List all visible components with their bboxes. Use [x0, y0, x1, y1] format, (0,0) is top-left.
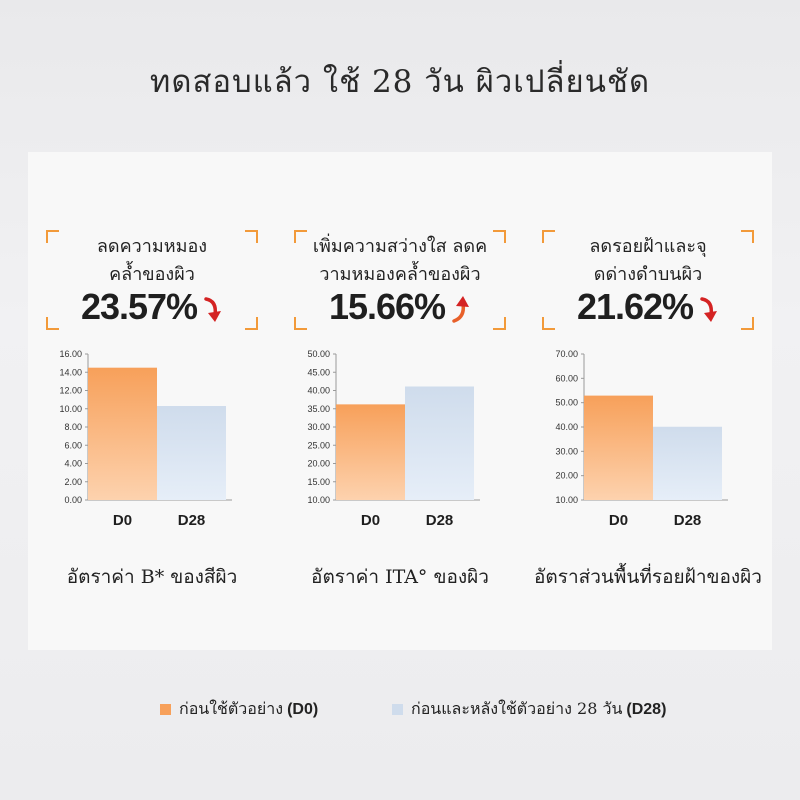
card-melasma-ratio: ลดรอยฝ้าและจุ ดด่างดำบนผิว 21.62% 10.00 2…: [524, 152, 772, 650]
bar-d28: [157, 406, 226, 500]
card-ita-value: เพิ่มความสว่างใส ลดค วามหมองคล้ำของผิว 1…: [276, 152, 524, 650]
highlight-line-1: ลดความหมอง: [96, 236, 208, 257]
x-tick-label: D28: [426, 512, 454, 529]
y-tick-label: 10.00: [555, 495, 578, 505]
page-title: ทดสอบแล้ว ใช้ 28 วัน ผิวเปลี่ยนชัด: [149, 64, 651, 100]
corner-bracket: [294, 317, 307, 330]
y-tick-label: 8.00: [64, 422, 82, 432]
y-tick-label: 70.00: [555, 349, 578, 359]
y-tick-label: 30.00: [307, 422, 330, 432]
corner-bracket: [245, 317, 258, 330]
legend: ก่อนใช้ตัวอย่าง (D0) ก่อนและหลังใช้ตัวอย…: [0, 697, 800, 721]
arrow-down-icon: [204, 297, 222, 323]
percent-value: 23.57%: [80, 286, 198, 327]
x-tick-label: D28: [674, 512, 702, 529]
corner-bracket: [542, 317, 555, 330]
y-tick-label: 4.00: [64, 459, 82, 469]
bar-d0: [584, 395, 653, 500]
highlight-value: 15.66%: [294, 286, 506, 328]
legend-item-d0: ก่อนใช้ตัวอย่าง (D0): [160, 697, 318, 722]
y-tick-label: 12.00: [59, 386, 82, 396]
highlight-value: 21.62%: [542, 286, 754, 328]
chart-caption: อัตราค่า B* ของสีผิว: [66, 566, 238, 588]
highlight-line-2: วามหมองคล้ำของผิว: [319, 264, 481, 285]
y-tick-label: 2.00: [64, 477, 82, 487]
y-tick-label: 50.00: [555, 398, 578, 408]
legend-swatch-d28: [392, 704, 403, 715]
card-b-value: ลดความหมอง คล้ำของผิว 23.57% 0.00 2.00 4.0…: [28, 152, 276, 650]
highlight-text: ลดรอยฝ้าและจุ ดด่างดำบนผิว: [556, 233, 740, 289]
y-tick-label: 50.00: [307, 349, 330, 359]
corner-bracket: [294, 230, 307, 243]
x-tick-label: D0: [361, 512, 380, 529]
y-tick-label: 40.00: [307, 386, 330, 396]
highlight-text: เพิ่มความสว่างใส ลดค วามหมองคล้ำของผิว: [308, 233, 492, 289]
percent-value: 15.66%: [328, 286, 446, 327]
highlight-text: ลดความหมอง คล้ำของผิว: [60, 233, 244, 289]
legend-label: ก่อนและหลังใช้ตัวอย่าง 28 วัน: [411, 699, 623, 718]
y-tick-label: 0.00: [64, 495, 82, 505]
y-tick-label: 25.00: [307, 440, 330, 450]
legend-swatch-d0: [160, 704, 171, 715]
highlight-line-1: ลดรอยฝ้าและจุ: [589, 236, 707, 257]
corner-bracket: [542, 230, 555, 243]
bar-d0: [88, 367, 157, 500]
y-tick-label: 16.00: [59, 349, 82, 359]
arrow-down-icon: [700, 297, 718, 323]
bar-d28: [653, 426, 722, 500]
y-tick-label: 6.00: [64, 440, 82, 450]
bar-d28: [405, 386, 474, 500]
y-tick-label: 40.00: [555, 422, 578, 432]
corner-bracket: [741, 317, 754, 330]
corner-bracket: [46, 317, 59, 330]
x-tick-label: D28: [178, 512, 206, 529]
bar-chart-b-value: 0.00 2.00 4.00 6.00 8.00 10.00 12.00 14.00 16.00…: [28, 342, 276, 532]
corner-bracket: [493, 230, 506, 243]
legend-code: (D0): [287, 700, 319, 718]
highlight-box: เพิ่มความสว่างใส ลดค วามหมองคล้ำของผิว 1…: [294, 230, 506, 330]
y-tick-label: 10.00: [59, 404, 82, 414]
x-tick-label: D0: [609, 512, 628, 529]
y-tick-label: 30.00: [555, 446, 578, 456]
chart-caption: อัตราส่วนพื้นที่รอยฝ้าของผิว: [534, 566, 762, 588]
corner-bracket: [741, 230, 754, 243]
arrow-up-icon: [452, 296, 470, 324]
results-panel: ลดความหมอง คล้ำของผิว 23.57% 0.00 2.00 4.0…: [28, 152, 772, 650]
highlight-box: ลดรอยฝ้าและจุ ดด่างดำบนผิว 21.62%: [542, 230, 754, 330]
y-tick-label: 60.00: [555, 373, 578, 383]
corner-bracket: [493, 317, 506, 330]
bar-chart-melasma-ratio: 10.00 20.00 30.00 40.00 50.00 60.00 70.00 D0 D28: [524, 342, 772, 532]
y-tick-label: 20.00: [307, 459, 330, 469]
highlight-line-2: คล้ำของผิว: [109, 264, 195, 285]
y-tick-label: 20.00: [555, 471, 578, 481]
chart-svg: 0.00 2.00 4.00 6.00 8.00 10.00 12.00 14.00 16.00…: [59, 349, 232, 529]
highlight-line-2: ดด่างดำบนผิว: [593, 264, 703, 285]
highlight-value: 23.57%: [46, 286, 258, 328]
legend-item-d28: ก่อนและหลังใช้ตัวอย่าง 28 วัน (D28): [392, 697, 666, 722]
y-tick-label: 45.00: [307, 367, 330, 377]
y-tick-label: 35.00: [307, 404, 330, 414]
highlight-line-1: เพิ่มความสว่างใส ลดค: [312, 236, 488, 257]
highlight-box: ลดความหมอง คล้ำของผิว 23.57%: [46, 230, 258, 330]
percent-value: 21.62%: [576, 286, 694, 327]
x-tick-label: D0: [113, 512, 132, 529]
y-tick-label: 14.00: [59, 367, 82, 377]
y-tick-label: 15.00: [307, 477, 330, 487]
legend-code: (D28): [626, 700, 667, 718]
y-tick-label: 10.00: [307, 495, 330, 505]
bar-chart-ita-value: 10.00 15.00 20.00 25.00 30.00 35.00 40.00 45.00…: [276, 342, 524, 532]
corner-bracket: [46, 230, 59, 243]
chart-caption: อัตราค่า ITA° ของผิว: [311, 566, 489, 588]
corner-bracket: [245, 230, 258, 243]
chart-svg: 10.00 20.00 30.00 40.00 50.00 60.00 70.00 D0 D28: [555, 349, 728, 529]
legend-label: ก่อนใช้ตัวอย่าง: [179, 699, 284, 718]
chart-svg: 10.00 15.00 20.00 25.00 30.00 35.00 40.00 45.00…: [307, 349, 480, 529]
bar-d0: [336, 404, 405, 500]
